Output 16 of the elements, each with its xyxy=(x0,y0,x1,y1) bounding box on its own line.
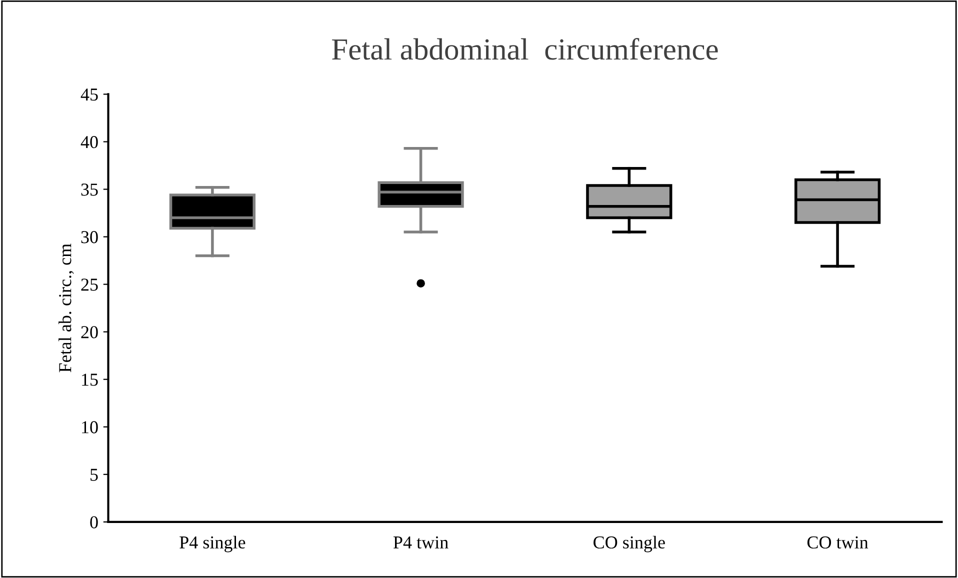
y-tick-label: 10 xyxy=(82,421,98,434)
y-tick-label: 25 xyxy=(81,278,98,291)
x-tick-label: P4 single xyxy=(180,536,246,552)
y-tick-label: 20 xyxy=(81,326,98,338)
y-tick-label: 45 xyxy=(80,88,98,101)
x-tick-label: P4 twin xyxy=(393,536,448,549)
y-tick-label: 30 xyxy=(81,231,98,244)
x-tick-label: CO twin xyxy=(807,536,868,549)
y-tick-label: 40 xyxy=(80,136,98,148)
y-tick-label: 35 xyxy=(81,184,98,196)
y-tick-label: 0 xyxy=(90,516,98,528)
y-tick-label: 15 xyxy=(82,374,98,386)
y-axis-title: Fetal ab. circ., cm xyxy=(58,244,74,372)
chart-title: Fetal abdominal circumference xyxy=(332,38,718,60)
x-tick-label: CO single xyxy=(594,536,665,552)
y-tick-label: 5 xyxy=(90,468,98,481)
